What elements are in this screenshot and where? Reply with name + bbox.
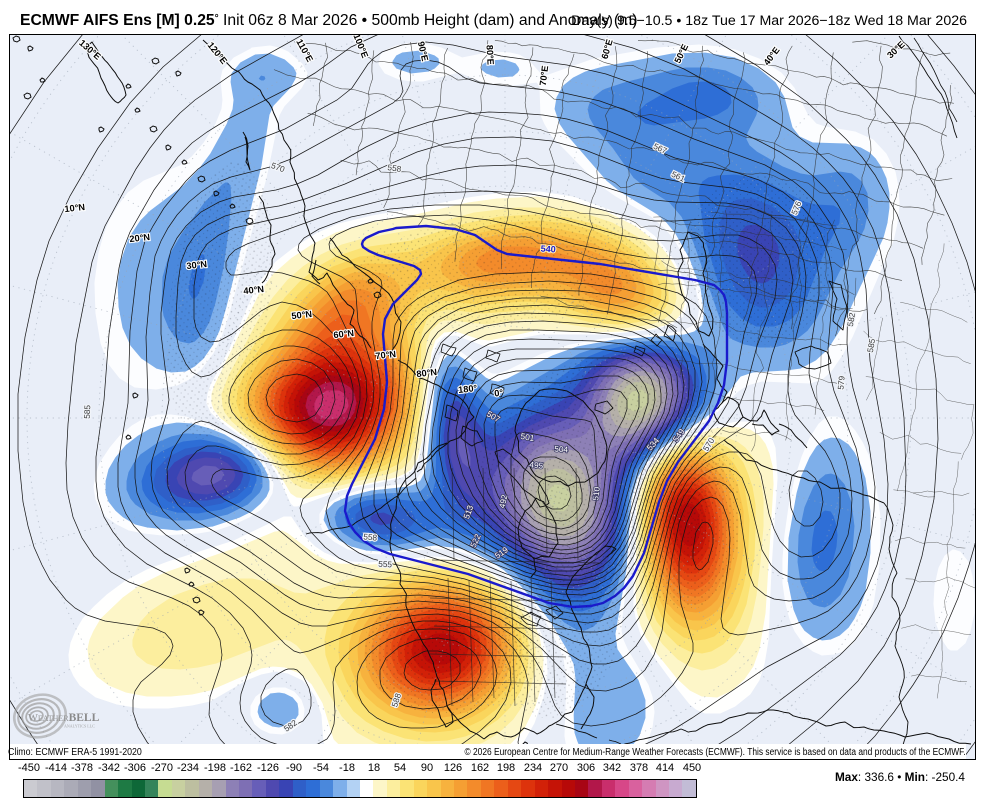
svg-text:50°N: 50°N [291,309,313,321]
svg-text:40°N: 40°N [243,284,265,296]
svg-text:504: 504 [554,444,569,455]
svg-text:510: 510 [590,486,602,501]
svg-text:20°N: 20°N [129,232,151,244]
svg-text:70°E: 70°E [538,65,550,86]
svg-text:582: 582 [845,311,857,327]
svg-text:0°: 0° [494,388,504,399]
svg-text:579: 579 [835,375,846,390]
svg-text:558: 558 [363,531,378,542]
svg-text:ANALYTICS LLC: ANALYTICS LLC [64,724,95,729]
svg-text:501: 501 [520,431,536,443]
svg-text:70°N: 70°N [375,349,397,361]
svg-text:WEATHERBELL: WEATHERBELL [28,712,100,724]
svg-text:495: 495 [529,459,544,470]
svg-text:180°: 180° [458,383,478,395]
svg-text:80°N: 80°N [416,367,438,379]
svg-text:540: 540 [540,243,556,254]
svg-text:588: 588 [389,692,403,709]
svg-text:585: 585 [82,404,92,419]
svg-text:558: 558 [387,162,402,174]
svg-text:10°N: 10°N [64,202,86,214]
svg-text:585: 585 [865,337,877,353]
svg-text:80°E: 80°E [484,45,495,66]
svg-text:30°N: 30°N [186,259,208,271]
svg-text:60°N: 60°N [333,328,355,340]
svg-text:555: 555 [378,559,393,570]
svg-text:492: 492 [497,493,510,509]
